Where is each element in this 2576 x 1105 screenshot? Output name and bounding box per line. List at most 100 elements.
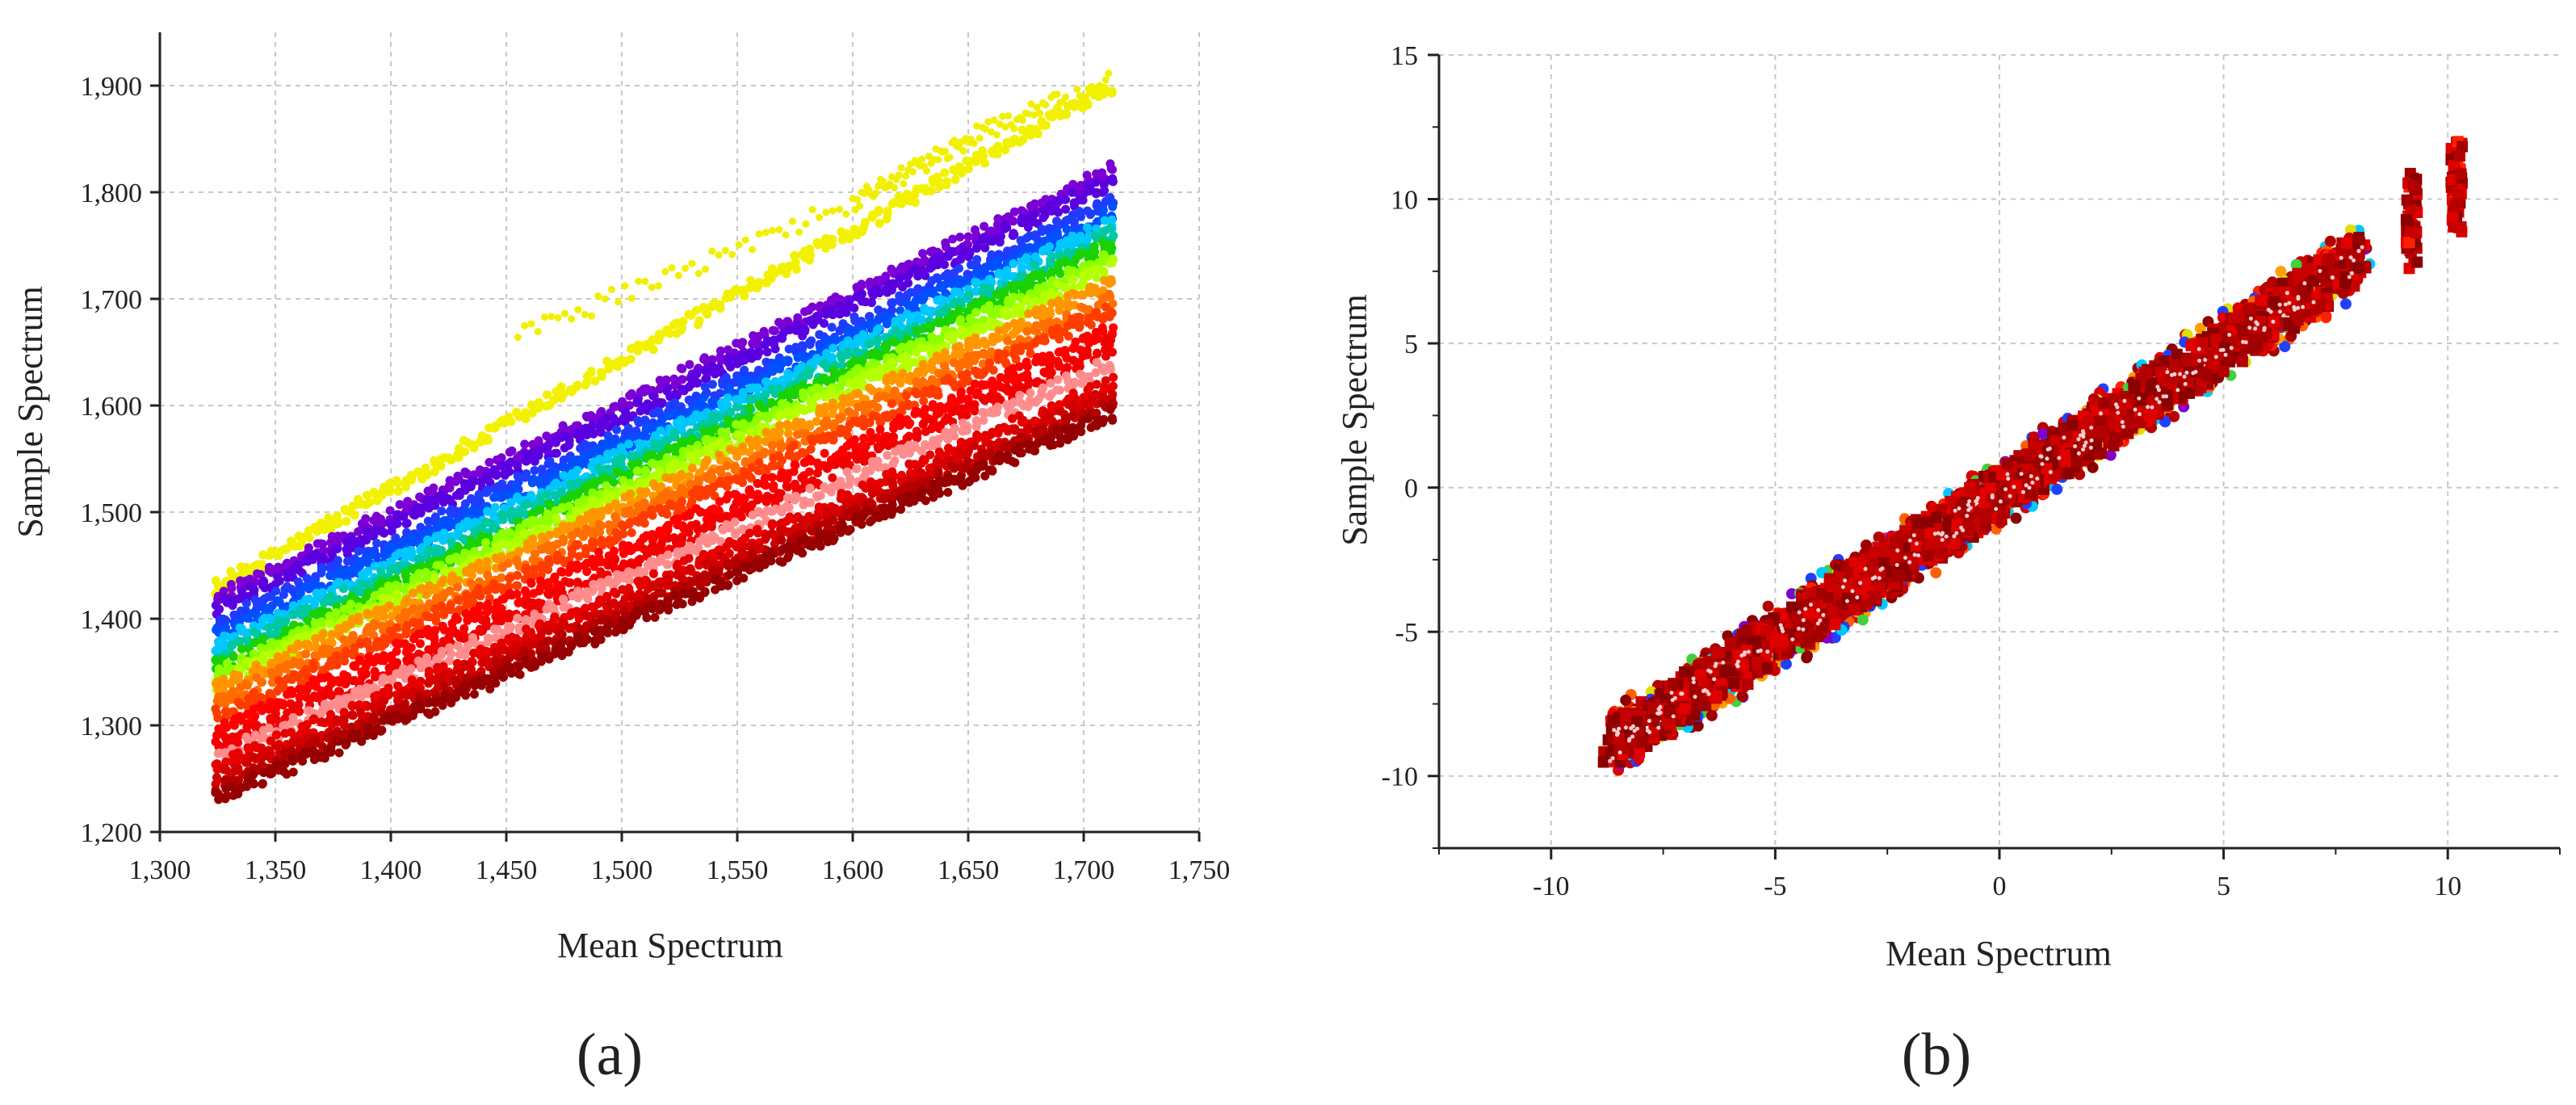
data-point <box>346 507 356 517</box>
data-point <box>422 611 430 620</box>
data-point <box>530 516 539 526</box>
data-point <box>648 391 658 401</box>
data-point <box>542 431 552 441</box>
data-point <box>363 639 372 649</box>
data-point <box>857 279 866 289</box>
data-point <box>739 418 748 428</box>
data-point <box>1083 223 1092 233</box>
data-point <box>445 495 455 505</box>
data-point <box>887 357 896 367</box>
data-point <box>819 418 829 428</box>
data-point <box>378 487 388 497</box>
data-point <box>648 423 657 433</box>
data-point <box>342 549 352 559</box>
data-point <box>740 365 749 375</box>
data-point <box>828 398 837 408</box>
data-point <box>939 280 949 290</box>
data-point <box>887 305 896 315</box>
data-point <box>707 468 716 477</box>
data-point <box>308 555 318 565</box>
data-point <box>588 488 598 498</box>
data-point <box>942 180 951 190</box>
data-point <box>1037 198 1047 208</box>
data-point <box>438 575 448 585</box>
data-point <box>648 506 657 515</box>
data-point <box>917 315 927 325</box>
data-point <box>648 345 658 355</box>
data-point <box>601 481 610 490</box>
data-point <box>1022 245 1031 254</box>
data-point <box>1001 358 1010 367</box>
data-point <box>912 326 921 336</box>
data-point <box>415 639 425 649</box>
data-point <box>544 558 554 568</box>
data-point <box>754 279 763 289</box>
data-point <box>964 164 973 174</box>
data-point <box>392 541 401 551</box>
data-point <box>746 347 756 357</box>
data-point <box>995 237 1005 247</box>
data-point <box>279 700 287 710</box>
data-point <box>528 534 538 544</box>
data-point <box>430 500 440 510</box>
data-point <box>980 243 990 253</box>
data-point <box>617 453 627 463</box>
data-point <box>963 232 973 242</box>
data-point <box>745 284 754 293</box>
data-point <box>453 615 463 624</box>
data-point <box>369 619 379 628</box>
data-point <box>461 506 471 516</box>
data-point <box>1041 120 1051 130</box>
data-point <box>407 548 417 557</box>
data-point <box>542 581 552 590</box>
data-point <box>676 498 686 508</box>
data-point <box>481 538 491 548</box>
data-point <box>887 399 896 409</box>
data-point <box>497 582 506 592</box>
data-point <box>342 516 351 526</box>
data-point <box>1105 292 1115 301</box>
data-point <box>1098 205 1108 215</box>
data-point <box>392 510 401 519</box>
data-point <box>835 301 845 311</box>
data-point <box>1017 263 1026 272</box>
data-point <box>385 487 395 497</box>
data-point <box>707 442 716 452</box>
data-point <box>392 623 401 632</box>
data-point <box>745 403 754 413</box>
data-point <box>841 308 851 317</box>
data-point <box>655 397 665 407</box>
data-point <box>816 301 825 310</box>
data-point <box>221 616 231 625</box>
data-point <box>791 265 801 274</box>
data-point <box>453 595 463 605</box>
data-point <box>827 385 837 394</box>
data-point <box>910 264 920 273</box>
data-point <box>369 550 379 560</box>
data-point <box>602 489 612 498</box>
data-point <box>476 591 485 601</box>
data-point <box>858 223 868 233</box>
data-point <box>226 595 236 605</box>
data-point <box>286 686 296 695</box>
data-point <box>610 489 620 499</box>
data-point <box>437 506 447 516</box>
data-point <box>543 390 552 400</box>
data-point <box>1015 137 1025 147</box>
data-point <box>1037 225 1047 234</box>
data-point <box>971 308 981 317</box>
data-point <box>624 439 634 449</box>
data-point <box>1045 242 1054 251</box>
data-point <box>699 366 709 375</box>
data-point <box>295 541 304 551</box>
data-point <box>444 515 454 525</box>
data-point <box>564 439 574 449</box>
data-point <box>887 298 896 308</box>
data-point <box>984 363 994 372</box>
data-point <box>445 483 455 493</box>
data-point <box>1109 231 1118 241</box>
data-point <box>363 608 372 618</box>
data-point <box>969 260 979 270</box>
data-point <box>601 419 610 429</box>
